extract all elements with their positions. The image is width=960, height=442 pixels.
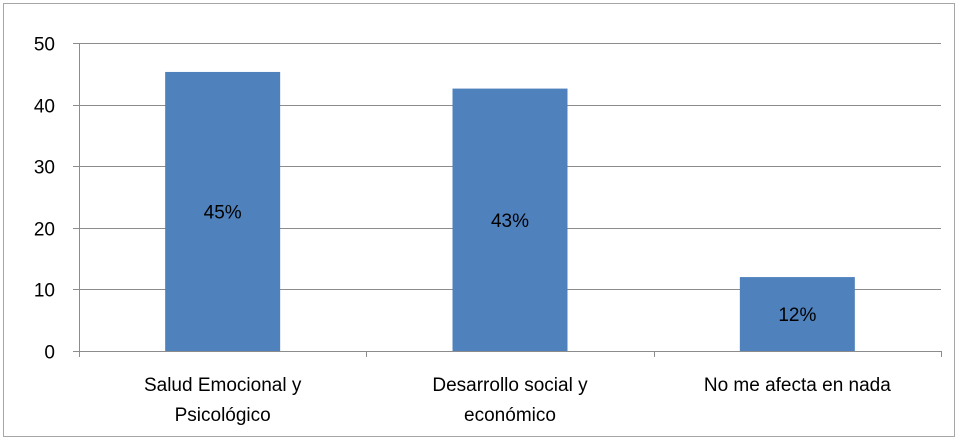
- y-tick-label: 20: [34, 220, 55, 241]
- data-labels: 45% 43% 12%: [204, 202, 817, 326]
- x-tick-label: Desarrollo social y: [432, 375, 588, 396]
- x-tick-label: Psicológico: [175, 405, 271, 426]
- data-label: 43%: [491, 211, 529, 232]
- axes: [73, 43, 942, 357]
- x-tick-labels: Salud Emocional y Psicológico Desarrollo s…: [144, 375, 891, 426]
- y-tick-label: 30: [34, 158, 55, 179]
- y-tick-label: 50: [34, 35, 55, 56]
- bars: [165, 71, 855, 352]
- y-tick-label: 0: [44, 343, 55, 364]
- bar: [452, 88, 568, 352]
- data-label: 45%: [204, 202, 242, 223]
- y-tick-label: 40: [34, 97, 55, 118]
- y-tick-labels: 0 10 20 30 40 50: [34, 35, 55, 364]
- y-tick-label: 10: [34, 281, 55, 302]
- x-tick-label: No me afecta en nada: [704, 375, 891, 396]
- bar: [165, 71, 281, 352]
- bar: [739, 277, 855, 351]
- data-label: 12%: [778, 305, 816, 326]
- x-tick-label: económico: [464, 405, 556, 426]
- x-tick-label: Salud Emocional y: [144, 375, 302, 396]
